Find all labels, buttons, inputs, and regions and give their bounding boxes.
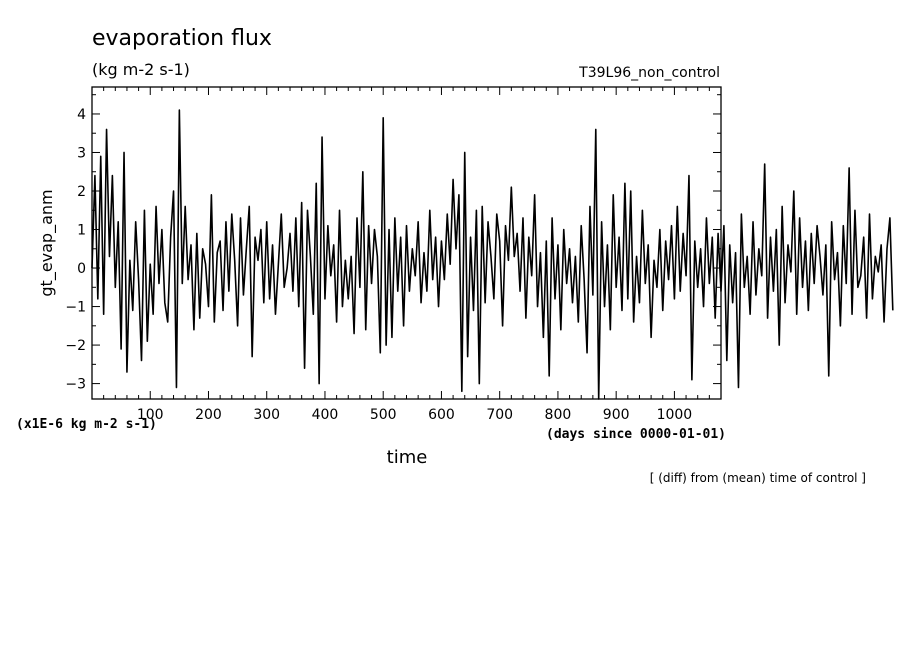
series-layer [91,109,894,400]
x-tick-label: 800 [545,407,572,423]
x-axis-label: time [387,447,428,468]
y-tick-label: 4 [77,107,86,123]
y-axis-label: gt_evap_anm [37,189,57,296]
axis-ticks [92,87,721,399]
plot-frame [91,86,722,400]
run-label: T39L96_non_control [578,65,720,81]
y-tick-label: 2 [77,184,86,200]
y-tick-label: 0 [77,261,86,277]
x-tick-label: 100 [137,407,164,423]
x-tick-label: 600 [428,407,455,423]
x-tick-label: 700 [486,407,513,423]
chart-title: evaporation flux [92,26,272,51]
chart-subtitle: (kg m-2 s-1) [92,60,190,79]
x-tick-label: 900 [603,407,630,423]
x-tick-labels: 100 200 300 400 500 600 700 800 900 1000 [137,407,692,423]
x-tick-label: 200 [195,407,222,423]
y-tick-label: −2 [65,338,86,354]
y-tick-labels: −3 −2 −1 0 1 2 3 4 [65,107,86,393]
x-tick-label: 1000 [657,407,693,423]
y-tick-label: −3 [65,377,86,393]
series-line [91,109,894,400]
x-tick-label: 400 [312,407,339,423]
y-tick-label: −1 [65,300,86,316]
y-units-label: (x1E-6 kg m-2 s-1) [16,417,157,432]
y-tick-label: 3 [77,145,86,161]
plot-area [91,86,894,400]
x-tick-label: 300 [253,407,280,423]
x-tick-label: 500 [370,407,397,423]
x-units-label: (days since 0000-01-01) [546,427,726,442]
diff-note: [ (diff) from (mean) time of control ] [650,471,866,485]
y-tick-label: 1 [77,223,86,239]
